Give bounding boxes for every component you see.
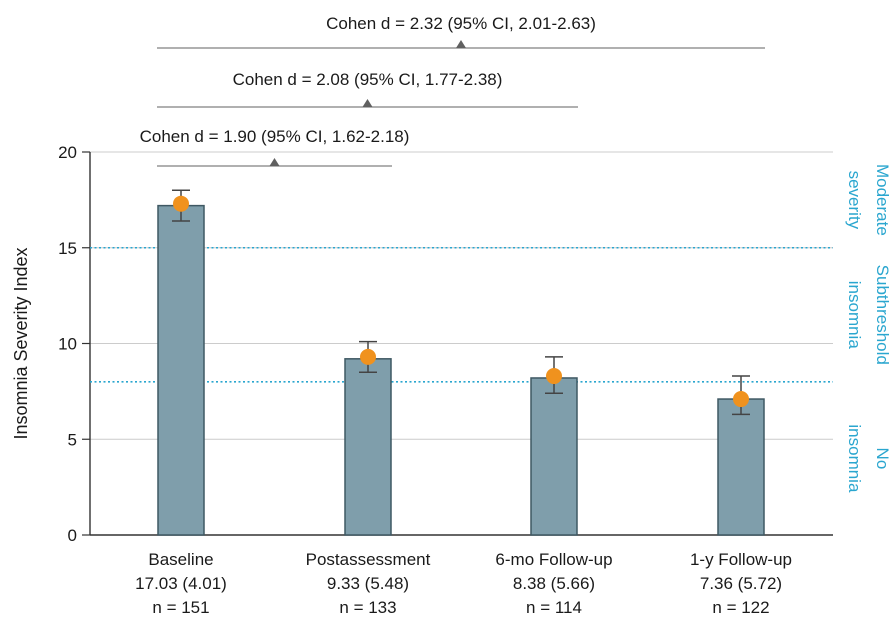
zone-label-group: Moderate severity: [845, 164, 890, 236]
category-n: n = 133: [339, 598, 396, 617]
category-stat: 17.03 (4.01): [135, 574, 227, 593]
comparison-marker: [269, 158, 280, 166]
zone-label: insomnia: [845, 424, 864, 493]
y-tick-label: 10: [58, 335, 77, 354]
y-tick-label: 5: [68, 430, 77, 449]
zone-label: Moderate: [873, 164, 890, 236]
bar: [157, 204, 205, 536]
zone-label: insomnia: [845, 281, 864, 350]
zone-label-group: Subthreshold insomnia: [845, 265, 890, 365]
zone-label-group: No insomnia: [845, 424, 890, 493]
y-axis-title: Insomnia Severity Index: [11, 247, 31, 439]
category-stat: 7.36 (5.72): [700, 574, 782, 593]
mean-point: [733, 391, 749, 408]
zone-label: severity: [845, 171, 864, 230]
comparison-label: Cohen d = 1.90 (95% CI, 1.62-2.18): [140, 127, 410, 146]
comparison-label: Cohen d = 2.32 (95% CI, 2.01-2.63): [326, 14, 596, 33]
bar: [530, 377, 578, 536]
comparison-marker: [362, 99, 373, 107]
zone-label: Subthreshold: [873, 265, 890, 365]
mean-point: [173, 195, 189, 212]
category-stat: 8.38 (5.66): [513, 574, 595, 593]
category-n: n = 114: [526, 598, 582, 617]
category-label: Postassessment: [306, 550, 431, 569]
category-n: n = 151: [152, 598, 209, 617]
y-tick-label: 20: [58, 143, 77, 162]
category-label: 1-y Follow-up: [690, 550, 792, 569]
zone-label: No: [873, 448, 890, 470]
comparison-label: Cohen d = 2.08 (95% CI, 1.77-2.38): [233, 70, 503, 89]
mean-point: [546, 368, 562, 385]
category-label: 6-mo Follow-up: [495, 550, 612, 569]
comparison-marker: [456, 40, 466, 48]
category-stat: 9.33 (5.48): [327, 574, 409, 593]
y-tick-label: 0: [68, 526, 77, 545]
category-n: n = 122: [712, 598, 769, 617]
bar: [717, 398, 765, 536]
y-tick-label: 15: [58, 239, 77, 258]
mean-point: [360, 348, 376, 365]
category-label: Baseline: [148, 550, 213, 569]
bar: [344, 358, 392, 536]
